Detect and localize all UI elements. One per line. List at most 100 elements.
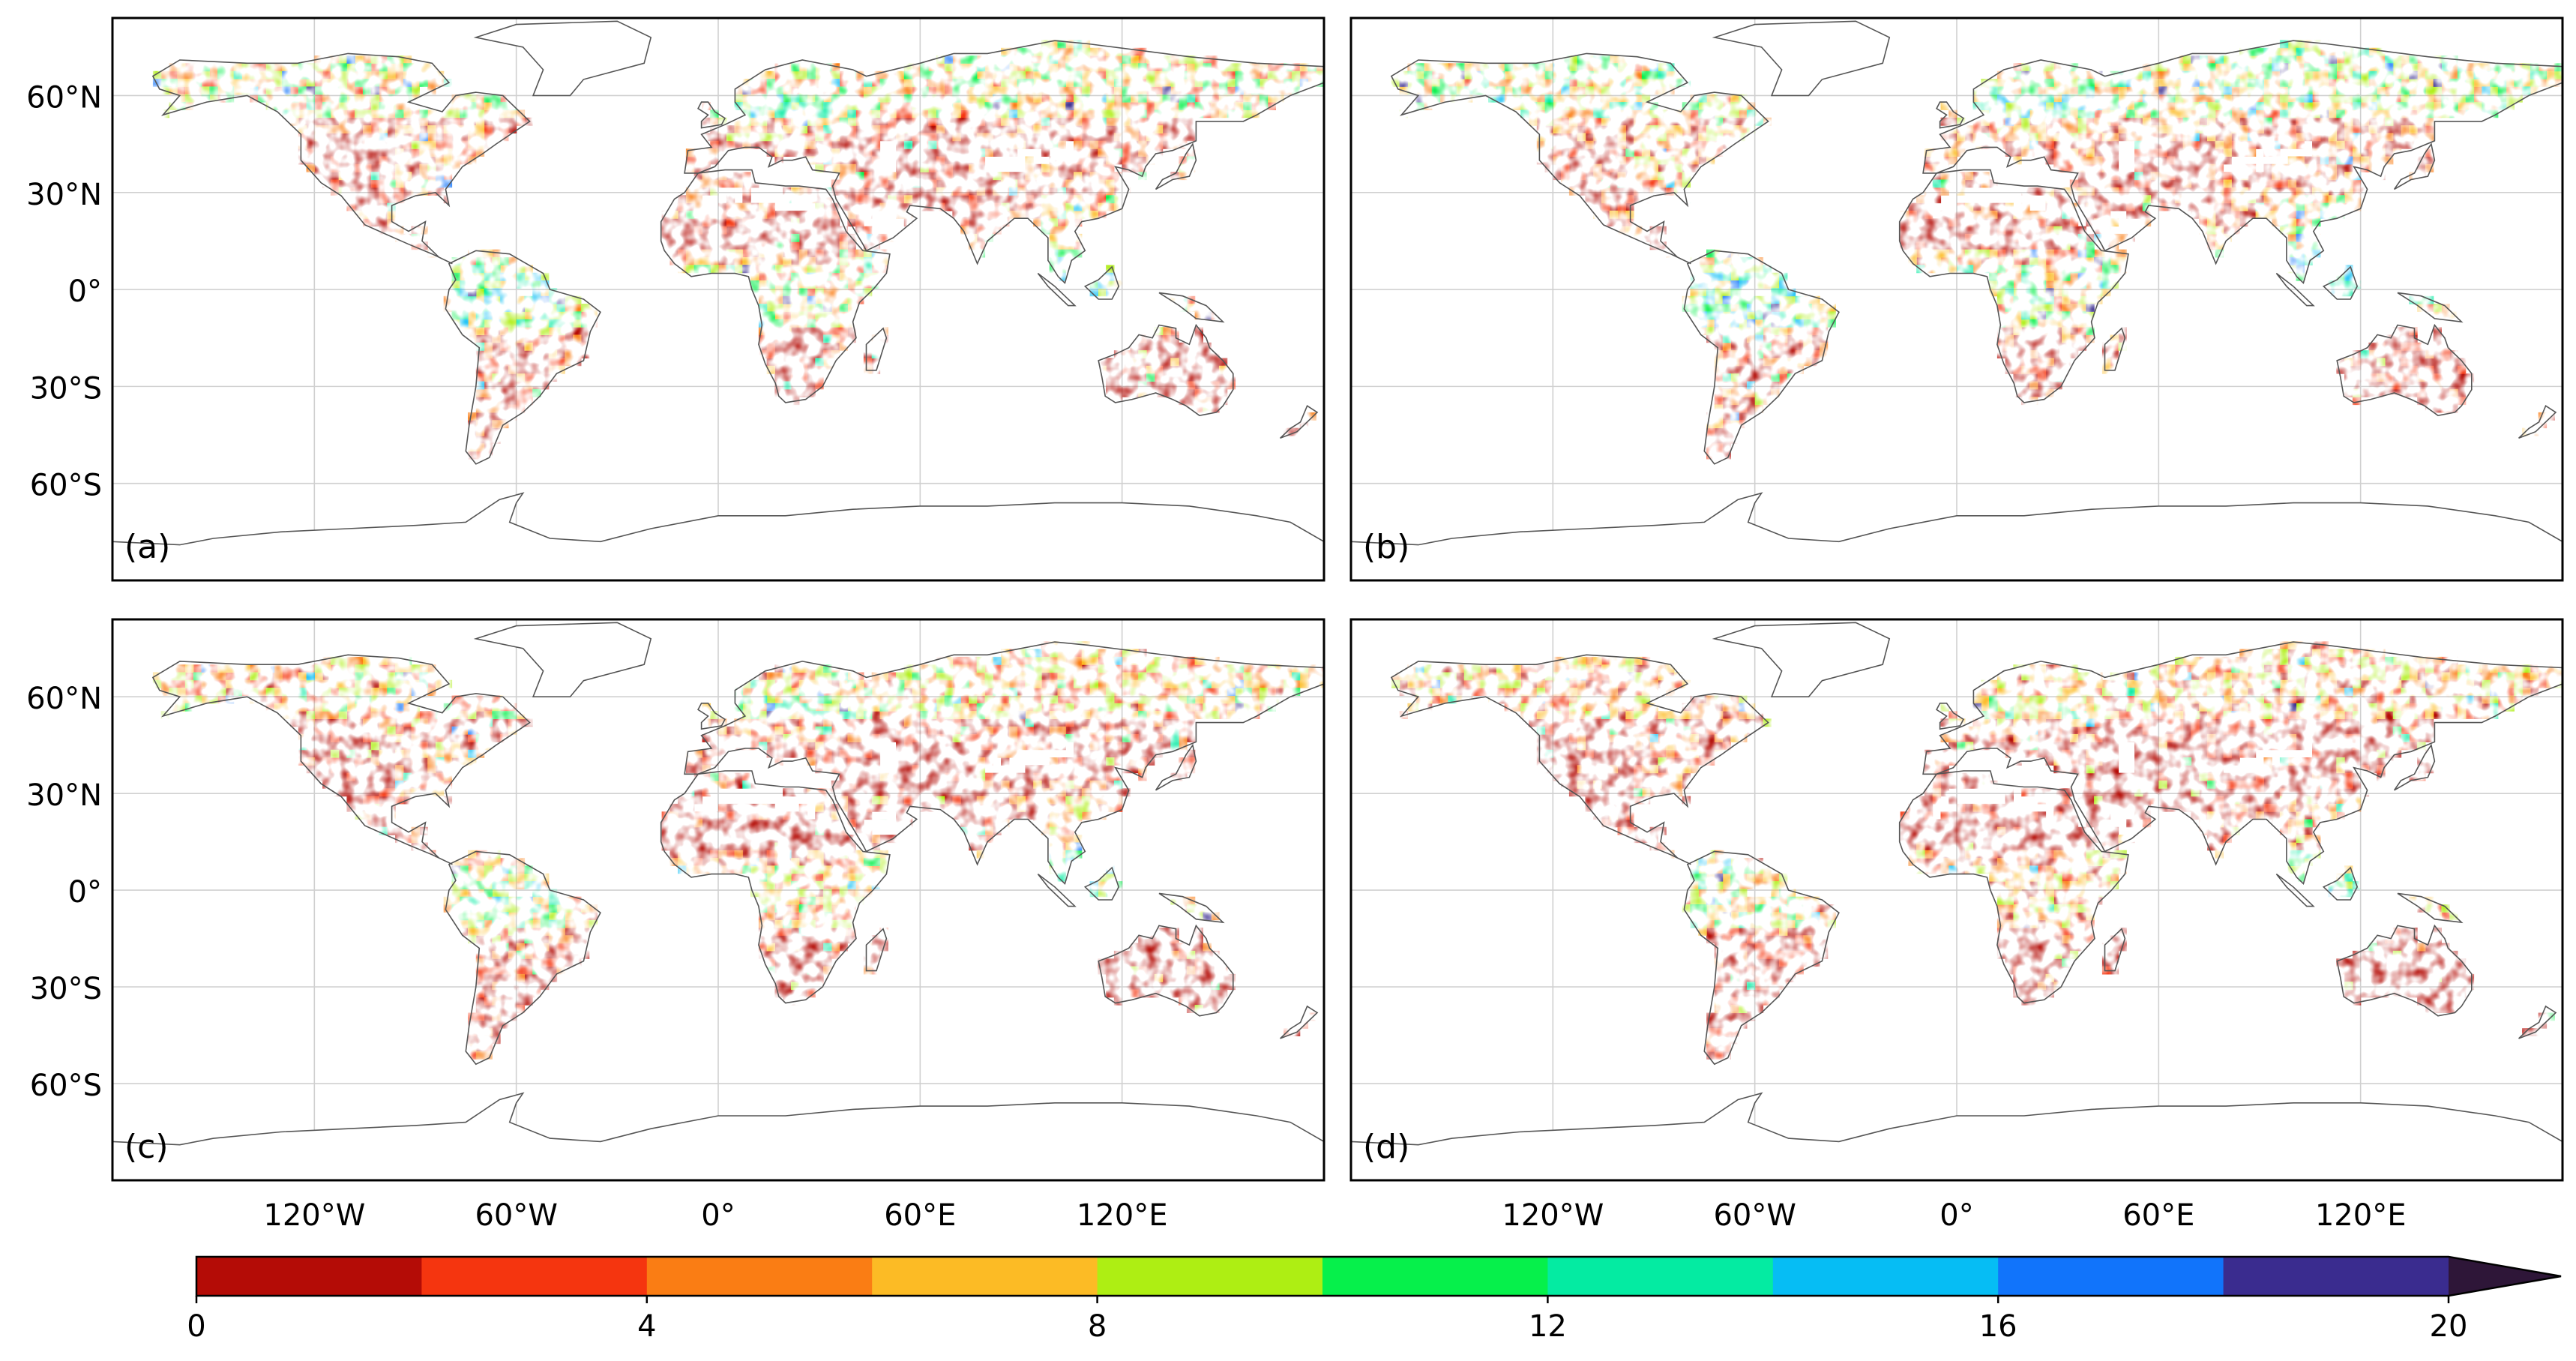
field-band-1 [1431,55,2548,460]
field-band-4 [152,40,1324,413]
panel-frame [1349,618,2564,1182]
coastline-eurasia [1922,40,2563,284]
coastline-southAmerica [1683,850,1840,1066]
lon-tick-label: 60°W [1713,1198,1796,1233]
coastlines [112,20,1324,580]
coastline-africa [1898,770,2129,1004]
coastline-madagascar [865,928,888,972]
colorbar-segment [1097,1257,1323,1296]
coastline-australia [2336,323,2473,417]
coastline-southAmerica [445,250,601,465]
lon-tick-label: 120°W [263,1198,365,1233]
lat-tick-label: 0° [68,875,102,910]
field-band-2 [1391,641,2563,1045]
coastline-madagascar [2104,327,2126,371]
coastline-northAmerica [151,52,531,265]
coastline-eurasia [1922,641,2563,885]
field-band-4 [1391,649,2563,1013]
panel-frame [1349,16,2564,582]
lat-tick-label: 60°N [26,80,102,115]
coastlines [1351,20,2563,580]
coastline-britain [1936,703,1965,730]
colorbar-segment [1772,1257,1999,1296]
coastline-australia [2336,924,2473,1017]
coastline-britain [697,101,726,129]
colorbar-segment [1547,1257,1774,1296]
panel-label: (d) [1363,1128,1409,1166]
lon-tick-label: 0° [1939,1198,1973,1233]
colorbar-outline [195,1255,2562,1297]
colorbar-segment [872,1257,1098,1296]
field-band-3 [1399,641,2563,1006]
coastline-sumatra [2275,873,2315,907]
field-band-3 [1399,40,2555,436]
coastline-japan [2393,743,2436,791]
coastline-borneo [2322,866,2359,901]
coastline-britain [697,703,726,730]
colorbar-segment [421,1257,648,1296]
coastline-madagascar [865,327,888,371]
panel-label: (b) [1363,528,1409,566]
coastline-southAmerica [1683,250,1840,465]
coastline-africa [660,169,891,403]
colorbar-segment [1322,1257,1548,1296]
colorbar: 0 4 8 12 16 20 [187,1255,2562,1344]
field-band-2 [160,649,1324,1060]
coastlines [1351,622,2563,1180]
colorbar-segment [196,1257,422,1296]
colorbar-tick-label: 4 [637,1309,656,1344]
lat-tick-label: 60°S [30,469,102,503]
panel-label: (a) [124,528,170,566]
coastline-northAmerica [151,654,531,865]
colorbar-tick-label: 12 [1529,1309,1567,1344]
lon-tick-label: 60°E [2122,1198,2194,1233]
coastline-northAmerica [1390,52,1769,265]
coastline-japan [2393,142,2436,190]
coastlines [112,622,1324,1180]
lat-tick-label: 60°N [26,682,102,716]
colorbar-segment [2223,1257,2449,1296]
land-field-cells [1391,40,2563,460]
coastline-eurasia [684,40,1324,284]
coastline-antarctica [1351,1092,2563,1180]
coastline-sumatra [2275,272,2315,307]
coastline-greenland [473,20,652,97]
lat-tick-label: 30°S [30,972,102,1006]
coastline-greenland [1712,20,1891,97]
colorbar-tick-label: 8 [1088,1309,1107,1344]
field-band-1 [169,47,1309,460]
land-field-cells [152,641,1324,1060]
coastline-southAmerica [445,850,601,1066]
coastline-sumatra [1037,272,1077,307]
lat-tick-label: 30°N [26,778,102,813]
coastline-newGuinea [2397,892,2464,924]
colorbar-segment [646,1257,873,1296]
coastline-newZealand [2518,405,2557,439]
coastline-japan [1155,743,1197,791]
coastline-britain [1936,101,1965,129]
lon-tick-label: 120°E [2315,1198,2407,1233]
coastline-borneo [1083,265,1120,300]
lon-tick-label: 60°W [475,1198,557,1233]
panel-label: (c) [124,1128,169,1166]
field-band-3 [169,40,1309,452]
map-panel-c: (c) 60°N 30°N 0° 30°S 60°S 120°W 60°W 0° 60°E 120°… [26,618,1325,1233]
field-band-1 [1399,641,2548,1060]
lat-tick-label: 30°N [26,178,102,212]
map-panels: (a) 60°N 30°N 0° 30°S 60°S (b) (c) 60°N 30°N 0° 30°… [26,16,2564,1233]
land-field-cells [1391,641,2563,1060]
colorbar-tick-label: 20 [2430,1309,2468,1344]
coastline-newZealand [1280,405,1319,439]
coastline-eurasia [684,641,1324,885]
lon-tick-label: 120°E [1077,1198,1168,1233]
field-band-5 [1407,47,2563,382]
colorbar-tick-label: 0 [187,1309,205,1344]
coastline-newGuinea [2397,292,2464,323]
coastline-australia [1098,323,1234,417]
panel-frame [111,16,1325,582]
lat-tick-label: 60°S [30,1069,102,1103]
lon-tick-label: 60°E [884,1198,956,1233]
colorbar-segment [1998,1257,2224,1296]
field-band-3 [152,641,1324,982]
coastline-antarctica [112,492,1324,580]
